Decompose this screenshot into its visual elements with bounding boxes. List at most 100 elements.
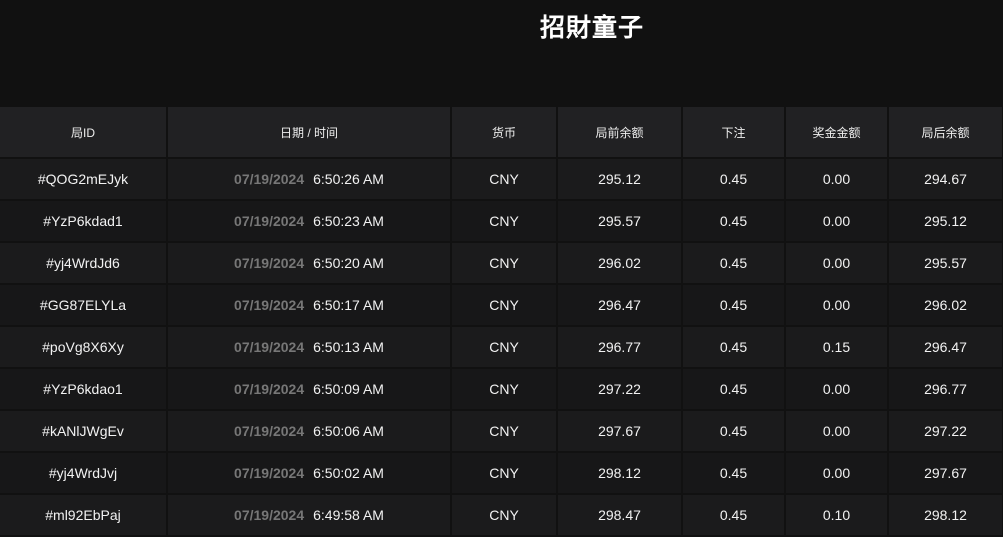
win-amount: 0.00	[785, 452, 889, 495]
round-date: 07/19/2024	[234, 255, 305, 271]
currency: CNY	[451, 284, 558, 327]
balance-after: 296.02	[888, 284, 1003, 327]
win-amount: 0.00	[785, 284, 889, 327]
round-date: 07/19/2024	[234, 339, 305, 355]
balance-after: 298.12	[888, 494, 1003, 537]
win-amount: 0.00	[785, 410, 889, 453]
balance-before: 298.12	[557, 452, 683, 495]
currency: CNY	[451, 158, 558, 201]
currency: CNY	[451, 410, 558, 453]
currency: CNY	[451, 494, 558, 537]
datetime-cell: 07/19/2024 6:49:58 AM	[167, 494, 452, 537]
table-row[interactable]: #yj4WrdJvj 07/19/2024 6:50:02 AM CNY 298.12 0…	[0, 452, 1003, 495]
table-row[interactable]: #QOG2mEJyk 07/19/2024 6:50:26 AM CNY 295.12 0…	[0, 158, 1003, 201]
bet-amount: 0.45	[682, 410, 786, 453]
datetime-cell: 07/19/2024 6:50:17 AM	[167, 284, 452, 327]
round-date: 07/19/2024	[234, 381, 305, 397]
balance-after: 297.22	[888, 410, 1003, 453]
table-row[interactable]: #YzP6kdad1 07/19/2024 6:50:23 AM CNY 295.57 0…	[0, 200, 1003, 243]
round-time: 6:50:02 AM	[313, 465, 384, 481]
datetime-cell: 07/19/2024 6:50:13 AM	[167, 326, 452, 369]
win-amount: 0.00	[785, 200, 889, 243]
win-amount: 0.10	[785, 494, 889, 537]
round-time: 6:50:06 AM	[313, 423, 384, 439]
round-id[interactable]: #yj4WrdJd6	[0, 242, 168, 285]
balance-after: 296.77	[888, 368, 1003, 411]
table-row[interactable]: #kANlJWgEv 07/19/2024 6:50:06 AM CNY 297.67 0…	[0, 410, 1003, 453]
win-amount: 0.15	[785, 326, 889, 369]
bet-amount: 0.45	[682, 158, 786, 201]
round-date: 07/19/2024	[234, 423, 305, 439]
round-id[interactable]: #ml92EbPaj	[0, 494, 168, 537]
bet-amount: 0.45	[682, 200, 786, 243]
round-id[interactable]: #GG87ELYLa	[0, 284, 168, 327]
datetime-cell: 07/19/2024 6:50:06 AM	[167, 410, 452, 453]
balance-before: 295.57	[557, 200, 683, 243]
balance-before: 296.47	[557, 284, 683, 327]
round-id[interactable]: #poVg8X6Xy	[0, 326, 168, 369]
round-time: 6:50:09 AM	[313, 381, 384, 397]
balance-before: 295.12	[557, 158, 683, 201]
bet-amount: 0.45	[682, 284, 786, 327]
round-time: 6:50:13 AM	[313, 339, 384, 355]
round-date: 07/19/2024	[234, 507, 305, 523]
balance-before: 296.77	[557, 326, 683, 369]
table-row[interactable]: #YzP6kdao1 07/19/2024 6:50:09 AM CNY 297.22 0…	[0, 368, 1003, 411]
balance-after: 295.12	[888, 200, 1003, 243]
round-time: 6:50:20 AM	[313, 255, 384, 271]
page-title: 招財童子	[540, 14, 645, 42]
win-amount: 0.00	[785, 242, 889, 285]
round-time: 6:50:23 AM	[313, 213, 384, 229]
column-header-win: 奖金金额	[785, 107, 889, 159]
column-header-bet: 下注	[682, 107, 786, 159]
table-header-row: 局ID 日期 / 时间 货币 局前余额 下注 奖金金额 局后余额	[0, 107, 1003, 159]
table-row[interactable]: #ml92EbPaj 07/19/2024 6:49:58 AM CNY 298.47 0…	[0, 494, 1003, 537]
balance-after: 294.67	[888, 158, 1003, 201]
round-id[interactable]: #QOG2mEJyk	[0, 158, 168, 201]
round-id[interactable]: #kANlJWgEv	[0, 410, 168, 453]
currency: CNY	[451, 452, 558, 495]
column-header-balance-before: 局前余额	[557, 107, 683, 159]
currency: CNY	[451, 368, 558, 411]
datetime-cell: 07/19/2024 6:50:23 AM	[167, 200, 452, 243]
balance-before: 296.02	[557, 242, 683, 285]
round-date: 07/19/2024	[234, 213, 305, 229]
round-date: 07/19/2024	[234, 297, 305, 313]
currency: CNY	[451, 326, 558, 369]
bet-amount: 0.45	[682, 452, 786, 495]
table-row[interactable]: #poVg8X6Xy 07/19/2024 6:50:13 AM CNY 296.77 0…	[0, 326, 1003, 369]
balance-after: 297.67	[888, 452, 1003, 495]
balance-before: 298.47	[557, 494, 683, 537]
datetime-cell: 07/19/2024 6:50:09 AM	[167, 368, 452, 411]
table-row[interactable]: #GG87ELYLa 07/19/2024 6:50:17 AM CNY 296.47 0…	[0, 284, 1003, 327]
round-time: 6:49:58 AM	[313, 507, 384, 523]
win-amount: 0.00	[785, 368, 889, 411]
balance-before: 297.22	[557, 368, 683, 411]
round-time: 6:50:17 AM	[313, 297, 384, 313]
datetime-cell: 07/19/2024 6:50:02 AM	[167, 452, 452, 495]
column-header-datetime: 日期 / 时间	[167, 107, 452, 159]
column-header-balance-after: 局后余额	[888, 107, 1003, 159]
currency: CNY	[451, 242, 558, 285]
round-date: 07/19/2024	[234, 465, 305, 481]
column-header-currency: 货币	[451, 107, 558, 159]
round-history-table: 局ID 日期 / 时间 货币 局前余额 下注 奖金金额 局后余额 #QOG2mE…	[0, 107, 1003, 537]
balance-after: 296.47	[888, 326, 1003, 369]
round-id[interactable]: #yj4WrdJvj	[0, 452, 168, 495]
win-amount: 0.00	[785, 158, 889, 201]
currency: CNY	[451, 200, 558, 243]
datetime-cell: 07/19/2024 6:50:20 AM	[167, 242, 452, 285]
datetime-cell: 07/19/2024 6:50:26 AM	[167, 158, 452, 201]
balance-before: 297.67	[557, 410, 683, 453]
column-header-round-id: 局ID	[0, 107, 168, 159]
balance-after: 295.57	[888, 242, 1003, 285]
round-id[interactable]: #YzP6kdao1	[0, 368, 168, 411]
round-id[interactable]: #YzP6kdad1	[0, 200, 168, 243]
bet-amount: 0.45	[682, 242, 786, 285]
bet-amount: 0.45	[682, 368, 786, 411]
round-time: 6:50:26 AM	[313, 171, 384, 187]
table-row[interactable]: #yj4WrdJd6 07/19/2024 6:50:20 AM CNY 296.02 0…	[0, 242, 1003, 285]
bet-amount: 0.45	[682, 494, 786, 537]
bet-amount: 0.45	[682, 326, 786, 369]
round-date: 07/19/2024	[234, 171, 305, 187]
